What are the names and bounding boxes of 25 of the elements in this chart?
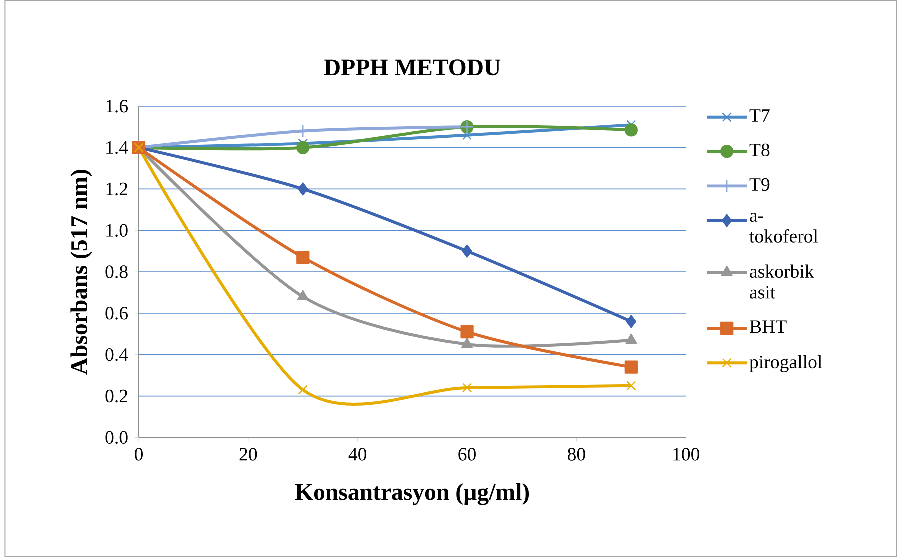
x-tick-label: 100 (674, 448, 700, 461)
legend-label: T9 (750, 178, 770, 192)
legend-label: pirogallol (750, 355, 822, 372)
x-tick-label: 80 (568, 448, 586, 461)
legend-label: a-tokoferol (750, 213, 818, 243)
legend-label: T8 (750, 144, 770, 157)
y-tick-label: 0.2 (106, 390, 128, 403)
y-axis-title: Absorbans (517 nm) (70, 170, 92, 375)
y-tick-label: 1.2 (106, 182, 128, 196)
y-tick-label: 1.4 (106, 141, 128, 154)
y-tick-label: 1.0 (106, 224, 128, 238)
x-axis-title: Konsantrasyon (µg/ml) (295, 484, 530, 506)
legend-label: T7 (750, 110, 770, 122)
y-tick-label: 0.6 (106, 307, 128, 320)
legend-label: askorbik asit (750, 264, 814, 299)
x-tick-label: 60 (458, 448, 476, 461)
y-tick-label: 0.0 (106, 431, 128, 444)
y-tick-label: 0.4 (106, 348, 128, 362)
x-tick-label: 20 (240, 448, 258, 461)
legend-label: BHT (750, 320, 787, 334)
chart-title: DPPH METODU (324, 60, 501, 76)
x-tick-label: 0 (135, 448, 143, 461)
x-tick-label: 40 (348, 448, 367, 461)
y-tick-label: 0.8 (106, 266, 128, 278)
y-tick-label: 1.6 (106, 100, 128, 113)
